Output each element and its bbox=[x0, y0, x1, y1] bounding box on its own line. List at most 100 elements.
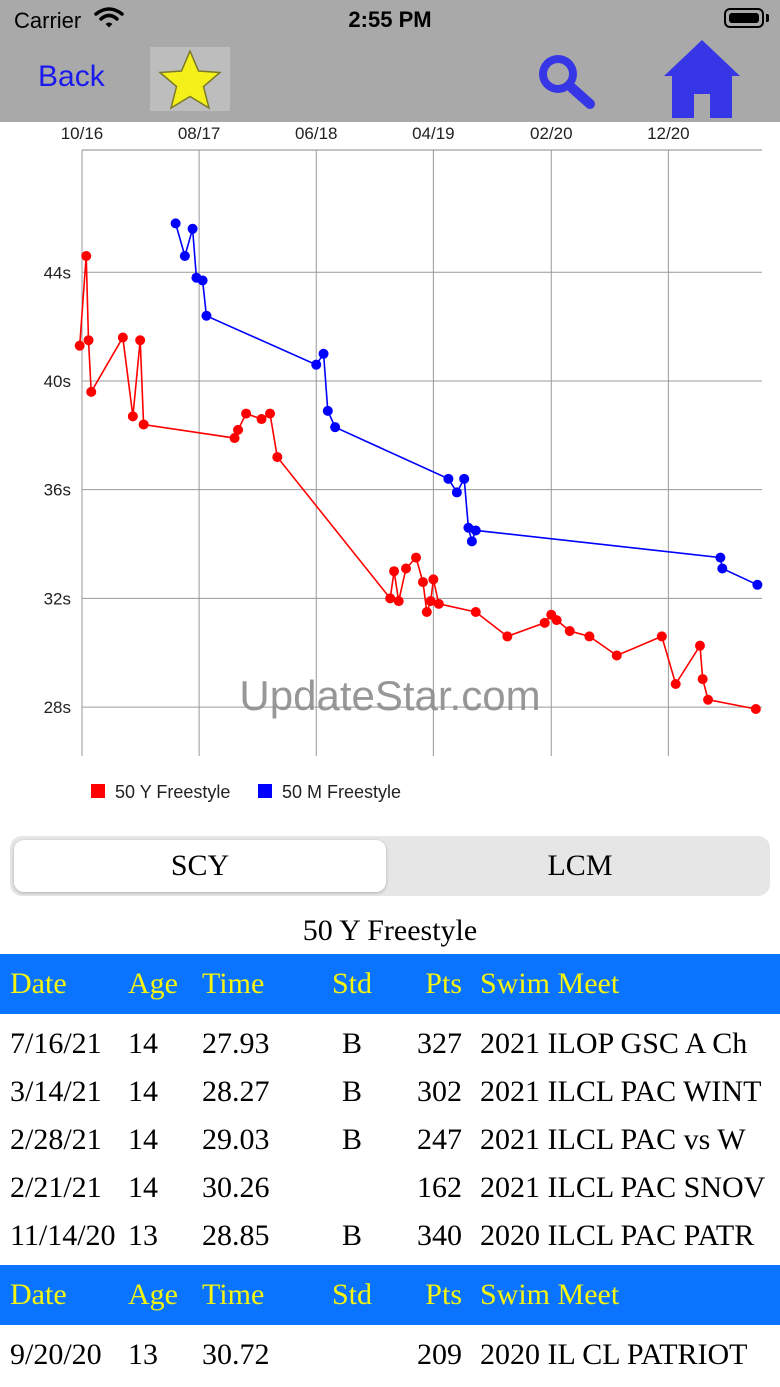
data-point bbox=[443, 473, 454, 484]
data-point bbox=[697, 674, 708, 685]
data-point bbox=[197, 275, 208, 286]
legend-swatch-blue bbox=[258, 784, 272, 798]
cell-age: 14 bbox=[128, 1027, 158, 1060]
cell-date: 3/14/21 bbox=[10, 1075, 102, 1108]
data-point bbox=[401, 563, 412, 574]
header-time: Time bbox=[202, 967, 265, 1000]
data-point bbox=[551, 615, 562, 626]
data-point bbox=[241, 408, 252, 419]
cell-time: 27.93 bbox=[202, 1027, 270, 1060]
data-point bbox=[187, 223, 198, 234]
data-point bbox=[330, 422, 341, 433]
header-std: Std bbox=[331, 967, 373, 1000]
data-point bbox=[135, 335, 146, 346]
table-row[interactable]: 7/16/21 14 27.93 B 327 2021 ILOP GSC A C… bbox=[0, 1020, 780, 1068]
house-icon bbox=[664, 40, 740, 118]
header-std: Std bbox=[331, 1278, 373, 1311]
data-point bbox=[752, 579, 763, 590]
favorite-button[interactable] bbox=[150, 47, 230, 111]
data-point bbox=[233, 424, 244, 435]
header-age: Age bbox=[128, 967, 178, 1000]
y-tick-label: 32s bbox=[44, 589, 71, 608]
data-point bbox=[421, 606, 432, 617]
cell-date: 2/21/21 bbox=[10, 1171, 102, 1204]
data-point bbox=[117, 332, 128, 343]
x-tick-label: 08/17 bbox=[178, 124, 221, 143]
data-point bbox=[470, 525, 481, 536]
magnifier-icon bbox=[539, 55, 595, 109]
performance-chart: 10/16 08/17 06/18 04/19 02/20 12/20 44s 40s 36s 3… bbox=[44, 124, 763, 756]
data-point bbox=[564, 625, 575, 636]
legend-label-meters: 50 M Freestyle bbox=[282, 782, 402, 802]
data-point bbox=[425, 596, 436, 607]
table-row[interactable]: 2/21/21 14 30.26 162 2021 ILCL PAC SNOV bbox=[0, 1164, 780, 1212]
table-row[interactable]: 3/14/21 14 28.27 B 302 2021 ILCL PAC WIN… bbox=[0, 1068, 780, 1116]
header-time: Time bbox=[202, 1278, 265, 1311]
cell-age: 13 bbox=[128, 1338, 158, 1371]
data-point bbox=[86, 386, 97, 397]
cell-time: 29.03 bbox=[202, 1123, 270, 1156]
chart-grid: 10/16 08/17 06/18 04/19 02/20 12/20 44s 40s 36s 3… bbox=[44, 124, 762, 756]
data-point bbox=[311, 359, 322, 370]
segment-scy[interactable]: SCY bbox=[14, 840, 386, 892]
cell-swim-meet: 2020 IL CL PATRIOT bbox=[480, 1338, 748, 1371]
data-point bbox=[83, 335, 94, 346]
cell-time: 28.27 bbox=[202, 1075, 270, 1108]
cell-age: 13 bbox=[128, 1219, 158, 1252]
table-row[interactable]: 2/28/21 14 29.03 B 247 2021 ILCL PAC vs … bbox=[0, 1116, 780, 1164]
data-point bbox=[265, 408, 276, 419]
star-icon bbox=[158, 49, 222, 110]
data-point bbox=[81, 250, 92, 261]
wifi-icon bbox=[94, 7, 124, 28]
cell-pts: 247 bbox=[417, 1123, 462, 1156]
search-button[interactable] bbox=[532, 50, 600, 112]
cell-age: 14 bbox=[128, 1171, 158, 1204]
back-button[interactable]: Back bbox=[38, 60, 105, 93]
cell-time: 28.85 bbox=[202, 1219, 270, 1252]
header-age: Age bbox=[128, 1278, 178, 1311]
cell-std: B bbox=[341, 1027, 362, 1060]
x-tick-label: 12/20 bbox=[647, 124, 690, 143]
x-tick-label: 06/18 bbox=[295, 124, 338, 143]
table-header: Date Age Time Std Pts Swim Meet bbox=[0, 1265, 780, 1325]
header-date: Date bbox=[10, 967, 67, 1000]
data-point bbox=[502, 631, 513, 642]
data-point bbox=[715, 552, 726, 563]
event-title: 50 Y Freestyle bbox=[302, 914, 478, 947]
table-row[interactable]: 9/20/20 13 30.72 209 2020 IL CL PATRIOT bbox=[0, 1331, 780, 1379]
cell-swim-meet: 2021 ILOP GSC A Ch bbox=[480, 1027, 748, 1060]
header-date: Date bbox=[10, 1278, 67, 1311]
series-line-0 bbox=[78, 255, 756, 710]
data-point bbox=[385, 593, 396, 604]
y-tick-label: 40s bbox=[44, 372, 71, 391]
cell-swim-meet: 2020 ILCL PAC PATR bbox=[480, 1219, 755, 1252]
segment-lcm[interactable]: LCM bbox=[547, 849, 613, 882]
data-point bbox=[466, 536, 477, 547]
y-tick-label: 36s bbox=[44, 481, 71, 500]
legend-label-yards: 50 Y Freestyle bbox=[115, 782, 231, 802]
x-tick-label: 02/20 bbox=[530, 124, 573, 143]
data-point bbox=[411, 552, 422, 563]
data-point bbox=[703, 694, 714, 705]
data-point bbox=[470, 606, 481, 617]
cell-age: 14 bbox=[128, 1075, 158, 1108]
data-point bbox=[179, 250, 190, 261]
data-point bbox=[694, 640, 705, 651]
header-swim-meet: Swim Meet bbox=[480, 1278, 620, 1311]
cell-pts: 209 bbox=[417, 1338, 462, 1371]
cell-age: 14 bbox=[128, 1123, 158, 1156]
data-point bbox=[670, 678, 681, 689]
data-point bbox=[389, 566, 400, 577]
data-point bbox=[318, 348, 329, 359]
cell-swim-meet: 2021 ILCL PAC vs W bbox=[480, 1123, 746, 1156]
chart-series bbox=[74, 218, 763, 714]
table-row[interactable]: 11/14/20 13 28.85 B 340 2020 ILCL PAC PA… bbox=[0, 1212, 780, 1260]
header-pts: Pts bbox=[425, 1278, 462, 1311]
cell-std: B bbox=[341, 1123, 362, 1156]
data-point bbox=[717, 563, 728, 574]
data-point bbox=[750, 703, 761, 714]
data-point bbox=[539, 617, 550, 628]
legend-swatch-red bbox=[91, 784, 105, 798]
home-button[interactable] bbox=[662, 40, 742, 120]
data-point bbox=[584, 631, 595, 642]
